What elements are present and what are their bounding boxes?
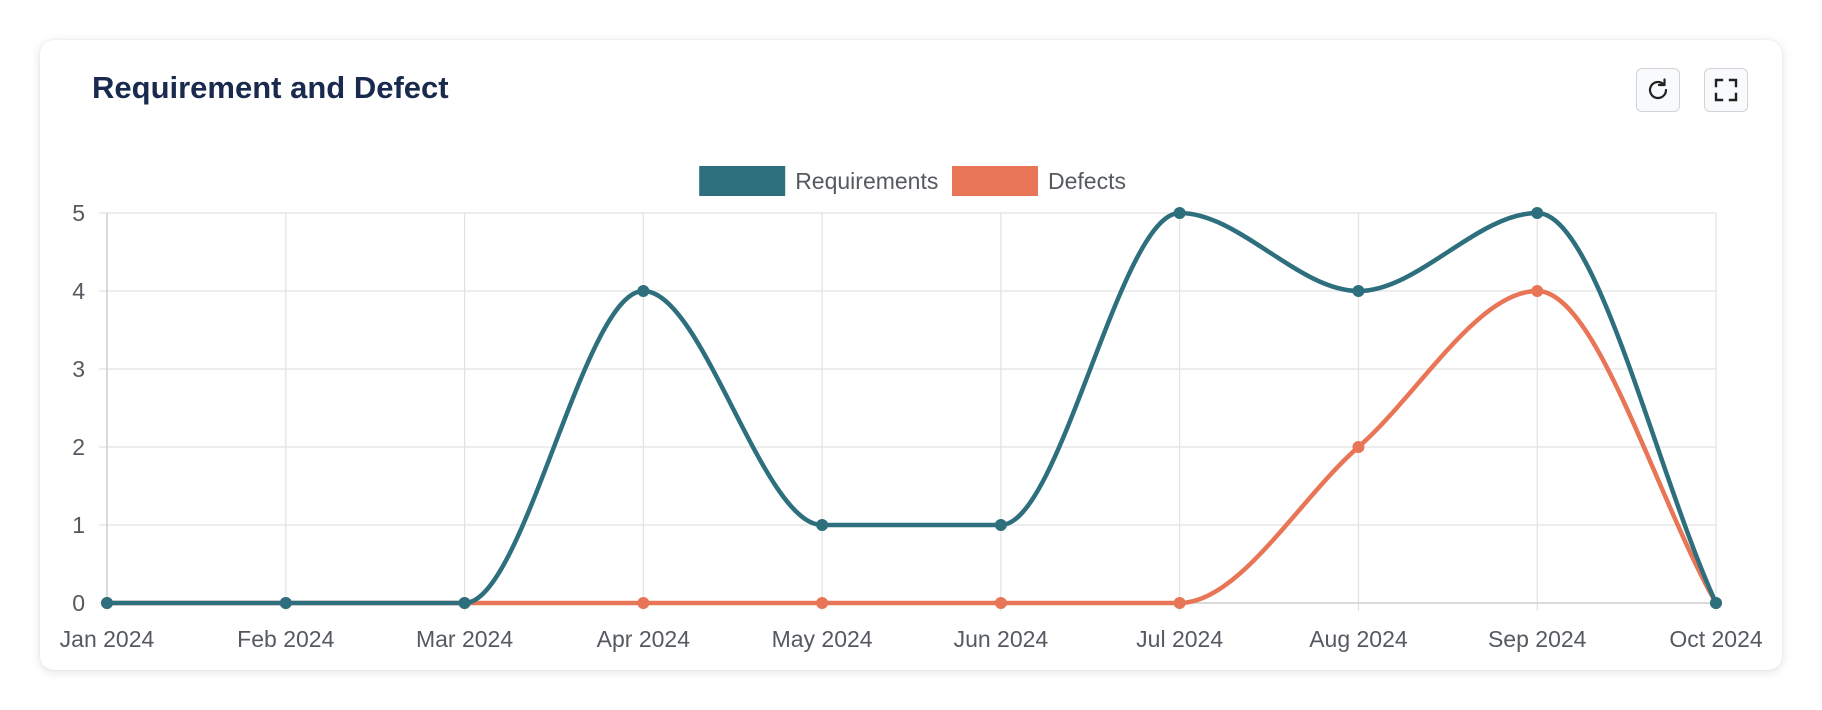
data-point-requirements xyxy=(1173,207,1186,219)
data-point-requirements xyxy=(101,597,113,609)
legend-label-defects: Defects xyxy=(1048,168,1126,194)
chart-legend: Requirements Defects xyxy=(699,166,1126,196)
x-tick-label: Mar 2024 xyxy=(416,626,513,652)
x-tick-label: Aug 2024 xyxy=(1309,626,1408,652)
data-point-requirements xyxy=(1352,285,1365,297)
data-point-requirements xyxy=(637,285,650,297)
data-point-defects xyxy=(637,597,650,609)
x-tick-label: Sep 2024 xyxy=(1488,626,1587,652)
chart-grid xyxy=(99,212,1717,611)
refresh-button[interactable] xyxy=(1636,68,1680,112)
y-tick-label: 0 xyxy=(72,590,85,616)
data-point-defects xyxy=(1173,597,1186,609)
x-tick-label: Jan 2024 xyxy=(60,626,155,652)
x-tick-label: Oct 2024 xyxy=(1669,626,1763,652)
legend-swatch-defects xyxy=(952,166,1038,196)
data-point-requirements xyxy=(816,519,829,531)
series-line-requirements xyxy=(104,210,1719,606)
data-point-defects xyxy=(816,597,829,609)
x-tick-label: Feb 2024 xyxy=(237,626,334,652)
data-point-requirements xyxy=(1710,597,1722,609)
data-point-defects xyxy=(994,597,1007,609)
y-tick-label: 5 xyxy=(72,200,85,226)
fullscreen-button[interactable] xyxy=(1704,68,1748,112)
legend-swatch-requirements xyxy=(699,166,786,196)
x-tick-label: Jul 2024 xyxy=(1136,626,1223,652)
y-tick-label: 4 xyxy=(72,278,85,304)
y-tick-label: 2 xyxy=(72,434,85,460)
refresh-icon xyxy=(1648,78,1668,100)
legend-label-requirements: Requirements xyxy=(795,168,938,194)
series-requirements xyxy=(101,207,1722,609)
card-title: Requirement and Defect xyxy=(92,70,449,105)
data-point-requirements xyxy=(458,597,471,609)
y-tick-label: 1 xyxy=(72,512,85,538)
y-tick-label: 3 xyxy=(72,356,85,382)
fullscreen-icon xyxy=(1714,78,1738,102)
x-tick-label: May 2024 xyxy=(772,626,873,652)
data-point-requirements xyxy=(994,519,1007,531)
data-point-requirements xyxy=(279,597,292,609)
chart-card: Requirement and Defect xyxy=(40,40,1782,670)
data-point-requirements xyxy=(1531,207,1544,219)
x-tick-label: Jun 2024 xyxy=(954,626,1049,652)
data-point-defects xyxy=(1352,441,1365,453)
data-point-defects xyxy=(1531,285,1544,297)
x-tick-label: Apr 2024 xyxy=(597,626,691,652)
